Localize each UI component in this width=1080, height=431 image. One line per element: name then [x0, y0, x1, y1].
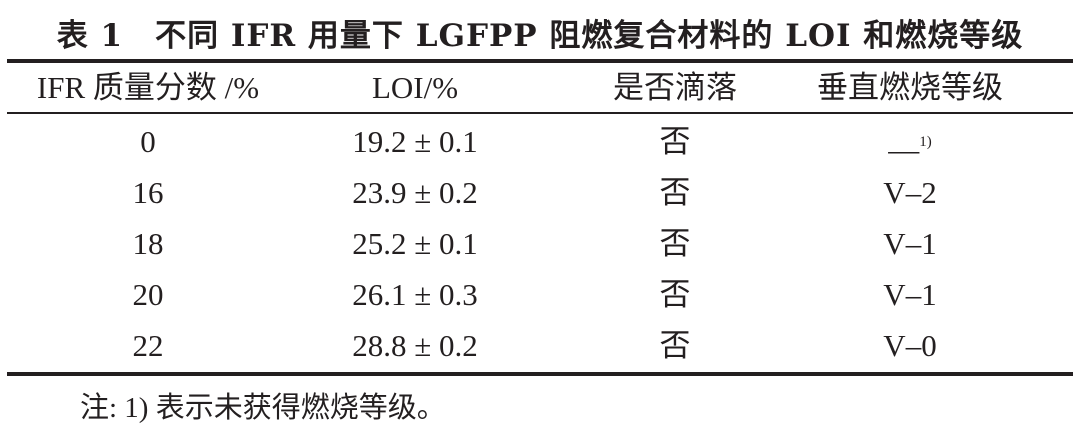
header-row: IFR 质量分数 /% LOI/% 是否滴落 垂直燃烧等级	[7, 63, 1073, 113]
table-row: 16 23.9 ± 0.2 否 V–2	[7, 168, 1073, 218]
cell-drip: 否	[659, 277, 691, 312]
grade-dash: —	[888, 132, 920, 167]
header-ifr: IFR 质量分数 /%	[36, 70, 260, 105]
cell-ifr: 18	[132, 226, 164, 261]
table-row: 18 25.2 ± 0.1 否 V–1	[7, 219, 1073, 269]
table-row: 22 28.8 ± 0.2 否 V–0	[7, 321, 1073, 371]
cell-drip: 否	[659, 175, 691, 210]
cell-drip: 否	[659, 226, 691, 261]
table-row: 0 19.2 ± 0.1 否 —1)	[7, 117, 1073, 167]
cell-grade: —1)	[888, 117, 932, 175]
header-rule	[7, 112, 1073, 114]
cell-grade: V–2	[883, 175, 937, 210]
header-grade: 垂直燃烧等级	[817, 70, 1003, 105]
table-title: 表 1 不同 IFR 用量下 LGFPP 阻燃复合材料的 LOI 和燃烧等级	[56, 18, 1024, 54]
cell-drip: 否	[659, 328, 691, 363]
footnote-mark: 1)	[919, 134, 932, 150]
cell-ifr: 16	[132, 175, 164, 210]
bottom-rule	[7, 372, 1073, 376]
cell-drip: 否	[659, 124, 691, 159]
cell-grade: V–1	[883, 277, 937, 312]
top-rule	[7, 59, 1073, 63]
cell-ifr: 20	[132, 277, 164, 312]
cell-loi: 28.8 ± 0.2	[352, 328, 478, 363]
table-row: 20 26.1 ± 0.3 否 V–1	[7, 270, 1073, 320]
cell-loi: 19.2 ± 0.1	[352, 124, 478, 159]
table-note: 注: 1) 表示未获得燃烧等级。	[80, 392, 446, 424]
cell-loi: 25.2 ± 0.1	[352, 226, 478, 261]
cell-loi: 26.1 ± 0.3	[352, 277, 478, 312]
cell-loi: 23.9 ± 0.2	[352, 175, 478, 210]
header-loi: LOI/%	[371, 70, 459, 105]
header-drip: 是否滴落	[613, 70, 737, 105]
cell-ifr: 22	[132, 328, 164, 363]
cell-grade: V–1	[883, 226, 937, 261]
cell-grade: V–0	[883, 328, 937, 363]
cell-ifr: 0	[140, 124, 156, 159]
